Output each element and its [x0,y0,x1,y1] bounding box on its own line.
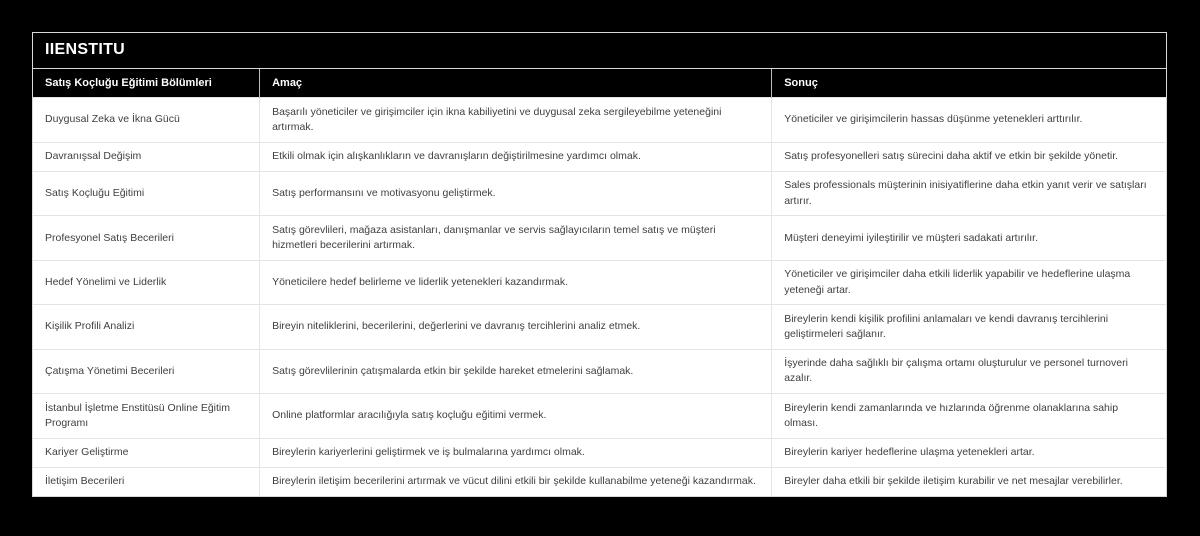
cell-sonuc: Satış profesyonelleri satış sürecini dah… [771,141,1166,172]
cell-sonuc: Yöneticiler ve girişimcilerin hassas düş… [771,97,1166,143]
cell-amac: Bireylerin iletişim becerilerini artırma… [259,466,772,497]
cell-bolum: Hedef Yönelimi ve Liderlik [33,259,260,305]
table-row: Çatışma Yönetimi Becerileri Satış görevl… [33,348,1166,394]
cell-amac: Satış görevlilerinin çatışmalarda etkin … [259,348,772,394]
brand-header: IIENSTITU [33,33,1166,69]
cell-bolum: Satış Koçluğu Eğitimi [33,170,260,216]
cell-sonuc: Bireylerin kendi kişilik profilini anlam… [771,304,1166,350]
column-header-bolumler: Satış Koçluğu Eğitimi Bölümleri [33,69,260,98]
table-row: Satış Koçluğu Eğitimi Satış performansın… [33,170,1166,216]
training-table: Satış Koçluğu Eğitimi Bölümleri Amaç Son… [33,69,1166,497]
cell-amac: Satış görevlileri, mağaza asistanları, d… [259,215,772,261]
cell-amac: Bireylerin kariyerlerini geliştirmek ve … [259,437,772,468]
table-row: İletişim Becerileri Bireylerin iletişim … [33,466,1166,497]
table-row: Duygusal Zeka ve İkna Gücü Başarılı yöne… [33,97,1166,143]
table-row: Davranışsal Değişim Etkili olmak için al… [33,141,1166,172]
cell-sonuc: Müşteri deneyimi iyileştirilir ve müşter… [771,215,1166,261]
training-table-panel: IIENSTITU Satış Koçluğu Eğitimi Bölümler… [32,32,1167,498]
cell-bolum: Kişilik Profili Analizi [33,304,260,350]
cell-sonuc: Bireyler daha etkili bir şekilde iletişi… [771,466,1166,497]
brand-title: IIENSTITU [45,41,126,58]
cell-bolum: Profesyonel Satış Becerileri [33,215,260,261]
cell-bolum: Çatışma Yönetimi Becerileri [33,348,260,394]
cell-sonuc: Bireylerin kendi zamanlarında ve hızları… [771,393,1166,439]
table-row: Kişilik Profili Analizi Bireyin nitelikl… [33,304,1166,350]
cell-bolum: Kariyer Geliştirme [33,437,260,468]
table-row: İstanbul İşletme Enstitüsü Online Eğitim… [33,393,1166,439]
table-header-row: Satış Koçluğu Eğitimi Bölümleri Amaç Son… [33,69,1166,98]
cell-bolum: İletişim Becerileri [33,466,260,497]
cell-amac: Yöneticilere hedef belirleme ve liderlik… [259,259,772,305]
cell-sonuc: Sales professionals müşterinin inisiyati… [771,170,1166,216]
column-header-amac: Amaç [259,69,772,98]
cell-bolum: Duygusal Zeka ve İkna Gücü [33,97,260,143]
cell-amac: Başarılı yöneticiler ve girişimciler içi… [259,97,772,143]
cell-bolum: Davranışsal Değişim [33,141,260,172]
cell-sonuc: Bireylerin kariyer hedeflerine ulaşma ye… [771,437,1166,468]
cell-amac: Satış performansını ve motivasyonu geliş… [259,170,772,216]
table-row: Kariyer Geliştirme Bireylerin kariyerler… [33,437,1166,468]
cell-amac: Etkili olmak için alışkanlıkların ve dav… [259,141,772,172]
cell-amac: Bireyin niteliklerini, becerilerini, değ… [259,304,772,350]
cell-amac: Online platformlar aracılığıyla satış ko… [259,393,772,439]
cell-sonuc: Yöneticiler ve girişimciler daha etkili … [771,259,1166,305]
cell-sonuc: İşyerinde daha sağlıklı bir çalışma orta… [771,348,1166,394]
table-row: Hedef Yönelimi ve Liderlik Yöneticilere … [33,259,1166,305]
cell-bolum: İstanbul İşletme Enstitüsü Online Eğitim… [33,393,260,439]
column-header-sonuc: Sonuç [771,69,1166,98]
table-row: Profesyonel Satış Becerileri Satış görev… [33,215,1166,261]
